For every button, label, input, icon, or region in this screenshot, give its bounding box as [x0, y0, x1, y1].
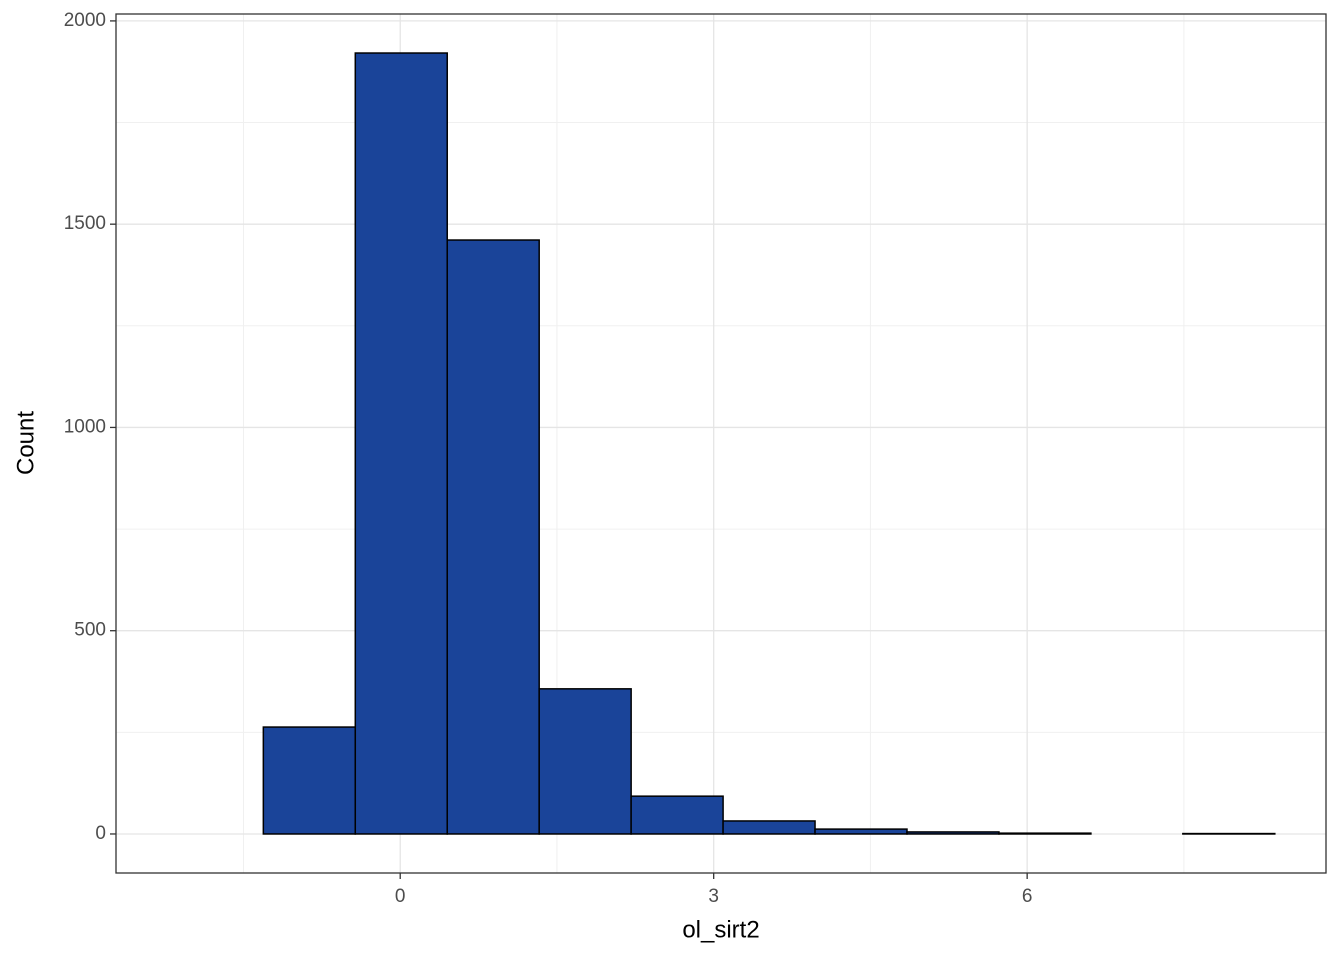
- y-tick-label: 0: [95, 823, 106, 844]
- y-tick-label: 2000: [64, 10, 106, 31]
- bar: [446, 239, 540, 835]
- bar: [262, 726, 357, 835]
- panel-border: [115, 13, 1327, 874]
- x-tick-label: 0: [395, 886, 406, 907]
- x-tick-label: 6: [1022, 886, 1033, 907]
- y-tick-label: 500: [74, 620, 106, 641]
- bar: [998, 832, 1092, 835]
- bar: [538, 688, 632, 835]
- bar: [630, 795, 724, 835]
- bar: [906, 831, 1000, 835]
- x-axis-title: ol_sirt2: [682, 916, 759, 943]
- bar: [814, 828, 908, 835]
- x-tick-label: 3: [708, 886, 719, 907]
- y-tick-label: 1500: [64, 213, 106, 234]
- y-axis-title: Count: [12, 411, 39, 475]
- y-tick-label: 1000: [64, 416, 106, 437]
- bar: [354, 52, 448, 835]
- bar: [722, 820, 816, 835]
